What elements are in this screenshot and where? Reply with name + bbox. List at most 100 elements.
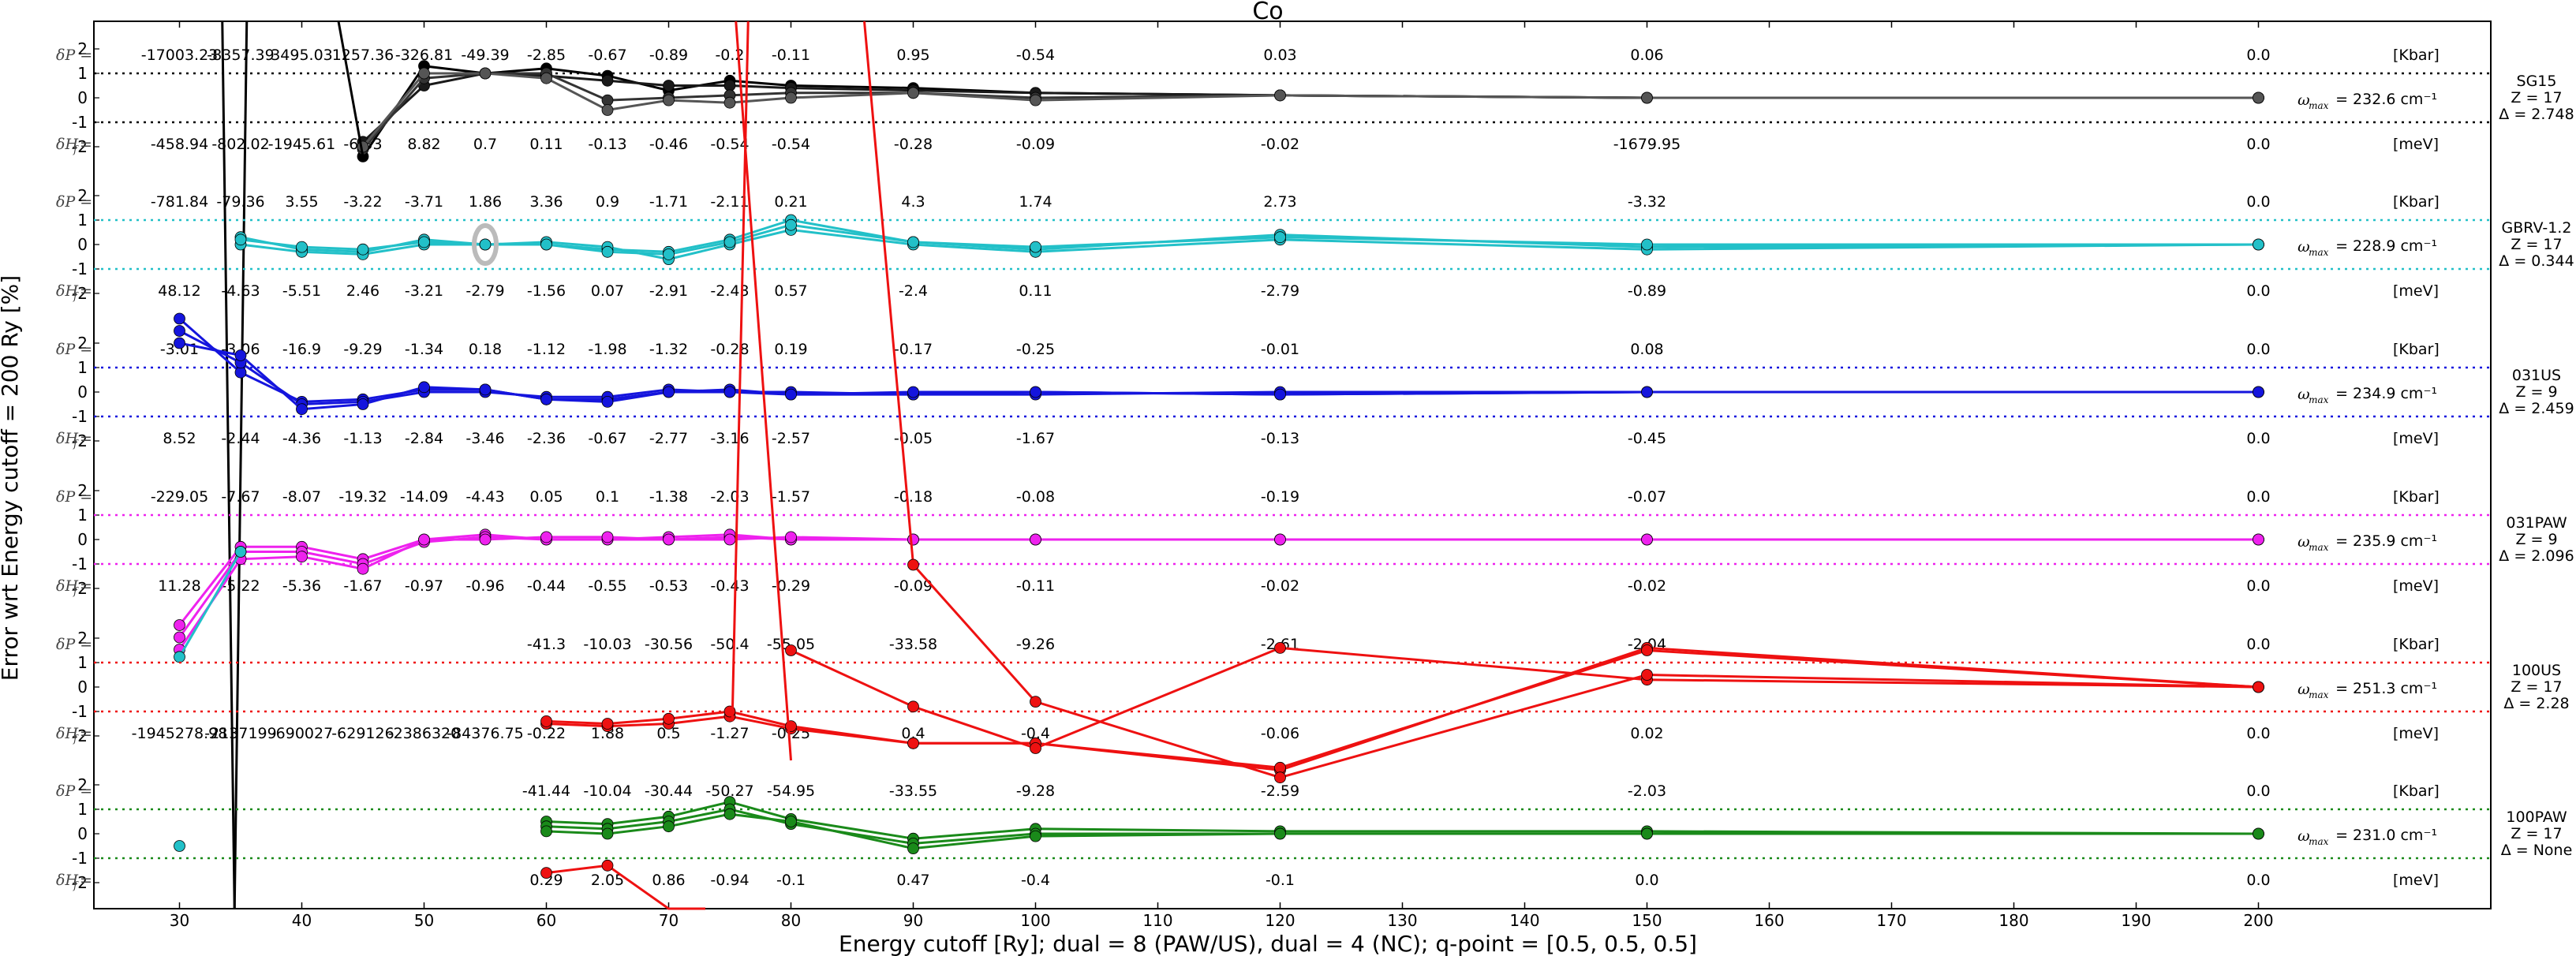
omega-value: = 231.0 cm⁻¹ xyxy=(2335,827,2437,844)
panel-name-label: GBRV-1.2 xyxy=(2502,219,2572,237)
dp-value-label: 0.95 xyxy=(896,47,929,64)
dp-value-label: -8357.39 xyxy=(207,47,274,64)
panel-name-label: 100US xyxy=(2512,662,2561,679)
dh-equals: = xyxy=(80,577,92,595)
dh-value-label: -0.09 xyxy=(1016,136,1055,153)
y-tick-label: 1 xyxy=(77,506,88,525)
dh-value-label: -2137199 xyxy=(204,725,276,742)
x-tick-label: 80 xyxy=(781,911,801,930)
data-point xyxy=(357,562,369,575)
y-tick-label: -1 xyxy=(72,555,88,573)
data-point xyxy=(785,218,797,231)
data-point xyxy=(663,248,675,260)
dh-value-label: -0.13 xyxy=(588,136,626,153)
dh-value-label: -2.79 xyxy=(465,282,504,300)
dh-value-label: -3.16 xyxy=(710,430,749,447)
series-line xyxy=(178,317,2259,403)
panel-name-label: 100PAW xyxy=(2506,808,2567,826)
y-axis-label: Error wrt Energy cutoff = 200 Ry [%] xyxy=(0,275,23,681)
dp-value-label: -10.03 xyxy=(583,636,631,653)
data-point xyxy=(1641,533,1653,546)
dh-equals: = xyxy=(80,136,92,153)
data-point xyxy=(1030,241,1041,253)
series-line xyxy=(546,648,2259,769)
data-point xyxy=(1274,231,1286,244)
dp-value-label: 0.0 xyxy=(2246,488,2270,506)
dh-value-label: -1679.95 xyxy=(1613,136,1681,153)
dp-value-label: 1257.36 xyxy=(332,47,394,64)
dp-value-label: -1.34 xyxy=(405,341,443,358)
y-tick-label: 1 xyxy=(77,653,88,672)
dp-value-label: -50.4 xyxy=(710,636,749,653)
data-point xyxy=(601,531,614,543)
dh-equals: = xyxy=(80,872,92,889)
data-point xyxy=(418,236,430,248)
y-tick-label: -2 xyxy=(72,726,88,745)
dp-symbol: δP = xyxy=(56,193,92,211)
panel-z-label: Z = 17 xyxy=(2511,678,2562,696)
x-tick-label: 130 xyxy=(1387,911,1417,930)
data-point xyxy=(785,816,797,827)
omega-symbol: ω xyxy=(2297,827,2310,845)
panel-delta-label: Δ = None xyxy=(2501,842,2573,859)
dh-value-label: 0.47 xyxy=(896,872,929,889)
data-point xyxy=(907,700,919,713)
dp-unit: [Kbar] xyxy=(2393,47,2440,64)
dh-value-label: 0.5 xyxy=(656,725,680,742)
data-point xyxy=(357,398,369,410)
dp-value-label: -9.29 xyxy=(343,341,382,358)
data-point xyxy=(663,94,675,106)
data-point xyxy=(907,386,919,398)
data-point xyxy=(540,238,552,251)
dh-value-label: -3.21 xyxy=(405,282,443,300)
x-tick-label: 140 xyxy=(1509,911,1539,930)
panel-031us: 210-1-2δP = -3.01 -3.06 -16.9 -9.29 -1.34 0.18… xyxy=(56,312,2574,450)
dh-value-label: 0.0 xyxy=(2246,577,2270,595)
panel-delta-label: Δ = 2.748 xyxy=(2499,106,2574,123)
dp-value-label: -1.98 xyxy=(588,341,626,358)
y-tick-label: 1 xyxy=(77,358,88,377)
data-point xyxy=(1030,386,1041,398)
dh-unit: [meV] xyxy=(2393,872,2439,889)
y-tick-label: -2 xyxy=(72,284,88,303)
panel-name-label: SG15 xyxy=(2517,73,2557,90)
dh-value-label: -0.28 xyxy=(894,136,933,153)
panel-gbrv-1-2: 2 1 0 -1 -2 δP = -781.84 -79.36 3.55 -3.22 -3.71 1.… xyxy=(56,186,2574,303)
dh-value-label: 0.86 xyxy=(652,872,685,889)
data-point xyxy=(907,737,919,749)
dp-value-label: 0.0 xyxy=(2246,341,2270,358)
dh-unit: [meV] xyxy=(2393,430,2439,447)
x-tick-label: 70 xyxy=(659,911,679,930)
y-tick-label: 0 xyxy=(77,235,88,254)
data-point xyxy=(663,820,675,833)
y-tick-label: 0 xyxy=(77,824,88,843)
dh-value-label: -1945278.98 xyxy=(132,725,228,742)
data-point xyxy=(601,718,614,730)
y-tick-label: 0 xyxy=(77,383,88,401)
dh-value-label: 8.82 xyxy=(407,136,440,153)
y-tick-label: 2 xyxy=(77,775,88,794)
dp-value-label: -3.22 xyxy=(343,193,382,211)
data-point xyxy=(174,325,185,337)
panel-z-label: Z = 9 xyxy=(2515,531,2557,548)
dp-value-label: -30.44 xyxy=(645,782,693,800)
data-point xyxy=(418,533,430,546)
dh-value-label: -2.43 xyxy=(710,282,749,300)
dp-value-label: -1.12 xyxy=(527,341,566,358)
dp-symbol: δP = xyxy=(56,636,92,653)
dh-symbol: δH xyxy=(56,136,78,153)
diagonal-line xyxy=(790,646,2259,750)
dp-value-label: -229.05 xyxy=(151,488,208,506)
dp-value-label: 3495.03 xyxy=(271,47,333,64)
data-point xyxy=(785,91,797,104)
data-point xyxy=(540,825,552,838)
dp-value-label: -9.26 xyxy=(1016,636,1055,653)
dh-value-label: -0.4 xyxy=(1021,725,1050,742)
cyan-tail-line xyxy=(178,551,242,658)
omega-subscript: max xyxy=(2309,689,2329,700)
dp-value-label: -2.85 xyxy=(527,47,566,64)
data-point xyxy=(907,533,919,546)
data-point xyxy=(174,651,185,663)
dp-value-label: -14.09 xyxy=(400,488,448,506)
y-tick-label: 1 xyxy=(77,800,88,819)
